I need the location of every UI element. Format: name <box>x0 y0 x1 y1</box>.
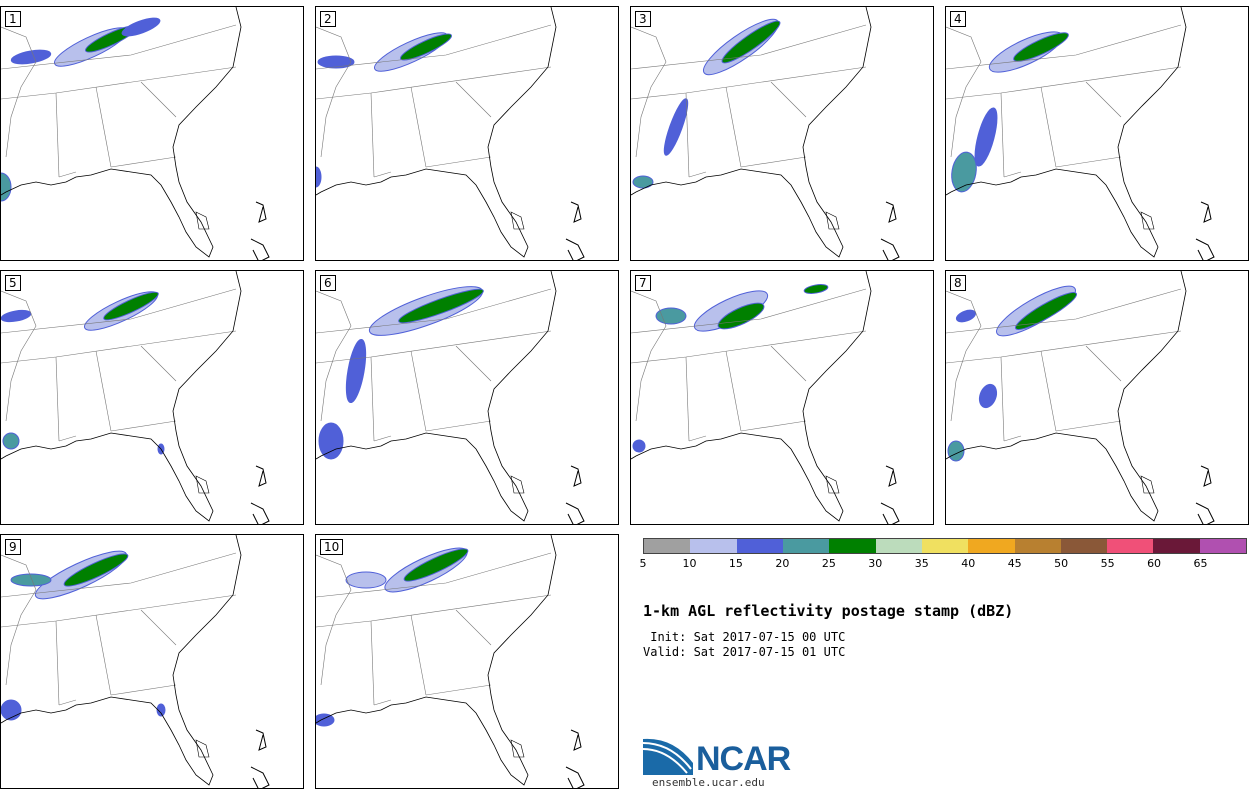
stamp-panel-3: 3 <box>630 6 934 261</box>
colorbar-swatch-10 <box>1107 539 1154 553</box>
stamp-panel-9: 9 <box>0 534 304 789</box>
stamp-panel-4: 4 <box>945 6 1249 261</box>
stamp-map <box>946 271 1215 524</box>
stamp-number: 2 <box>320 11 336 27</box>
time-info: Init: Sat 2017-07-15 00 UTC Valid: Sat 2… <box>643 630 845 660</box>
colorbar-tick: 5 <box>639 557 647 570</box>
stamp-number: 8 <box>950 275 966 291</box>
stamp-map <box>631 7 900 260</box>
colorbar-tick: 50 <box>1054 557 1069 570</box>
colorbar-swatch-6 <box>921 539 969 553</box>
colorbar-tick: 45 <box>1007 557 1022 570</box>
colorbar-tick: 10 <box>682 557 697 570</box>
reflectivity-colorbar <box>643 538 1247 554</box>
ncar-logo-icon <box>643 738 693 775</box>
colorbar-tick: 30 <box>868 557 883 570</box>
stamp-map <box>946 7 1215 260</box>
colorbar-tick: 15 <box>728 557 743 570</box>
colorbar-swatch-3 <box>782 539 830 553</box>
stamp-number: 6 <box>320 275 336 291</box>
stamp-number: 9 <box>5 539 21 555</box>
stamp-number: 10 <box>320 539 344 555</box>
colorbar-tick: 20 <box>775 557 790 570</box>
colorbar-swatch-1 <box>690 539 737 553</box>
colorbar-tick: 25 <box>821 557 836 570</box>
stamp-panel-2: 2 <box>315 6 619 261</box>
colorbar-swatch-2 <box>736 539 783 553</box>
valid-time: Valid: Sat 2017-07-15 01 UTC <box>643 645 846 659</box>
stamp-panel-8: 8 <box>945 270 1249 525</box>
stamp-panel-6: 6 <box>315 270 619 525</box>
stamp-map <box>316 271 585 524</box>
stamp-map <box>1 271 270 524</box>
stamp-number: 4 <box>950 11 966 27</box>
colorbar-swatch-7 <box>968 539 1015 553</box>
stamp-map <box>316 7 585 260</box>
stamp-map <box>1 535 270 788</box>
colorbar-tick: 60 <box>1147 557 1162 570</box>
stamp-panel-5: 5 <box>0 270 304 525</box>
colorbar-swatch-9 <box>1060 539 1108 553</box>
init-time: Init: Sat 2017-07-15 00 UTC <box>643 630 846 644</box>
colorbar-swatch-5 <box>875 539 922 553</box>
stamp-panel-1: 1 <box>0 6 304 261</box>
colorbar-tick: 55 <box>1100 557 1115 570</box>
colorbar-swatch-8 <box>1014 539 1061 553</box>
stamp-panel-10: 10 <box>315 534 619 789</box>
colorbar-swatch-0 <box>644 539 691 553</box>
stamp-number: 1 <box>5 11 21 27</box>
stamp-map <box>631 271 900 524</box>
colorbar-tick: 65 <box>1193 557 1208 570</box>
stamp-map <box>1 7 270 260</box>
stamp-map <box>316 535 585 788</box>
colorbar-tick: 35 <box>914 557 929 570</box>
colorbar-tick: 40 <box>961 557 976 570</box>
colorbar-swatch-11 <box>1153 539 1200 553</box>
figure-title: 1-km AGL reflectivity postage stamp (dBZ… <box>643 602 1014 620</box>
stamp-number: 3 <box>635 11 651 27</box>
stamp-number: 7 <box>635 275 651 291</box>
stamp-panel-7: 7 <box>630 270 934 525</box>
colorbar-swatch-4 <box>829 539 876 553</box>
ncar-url: ensemble.ucar.edu <box>652 776 765 789</box>
stamp-number: 5 <box>5 275 21 291</box>
colorbar-swatch-12 <box>1199 539 1247 553</box>
ncar-logo-text: NCAR <box>696 740 791 778</box>
